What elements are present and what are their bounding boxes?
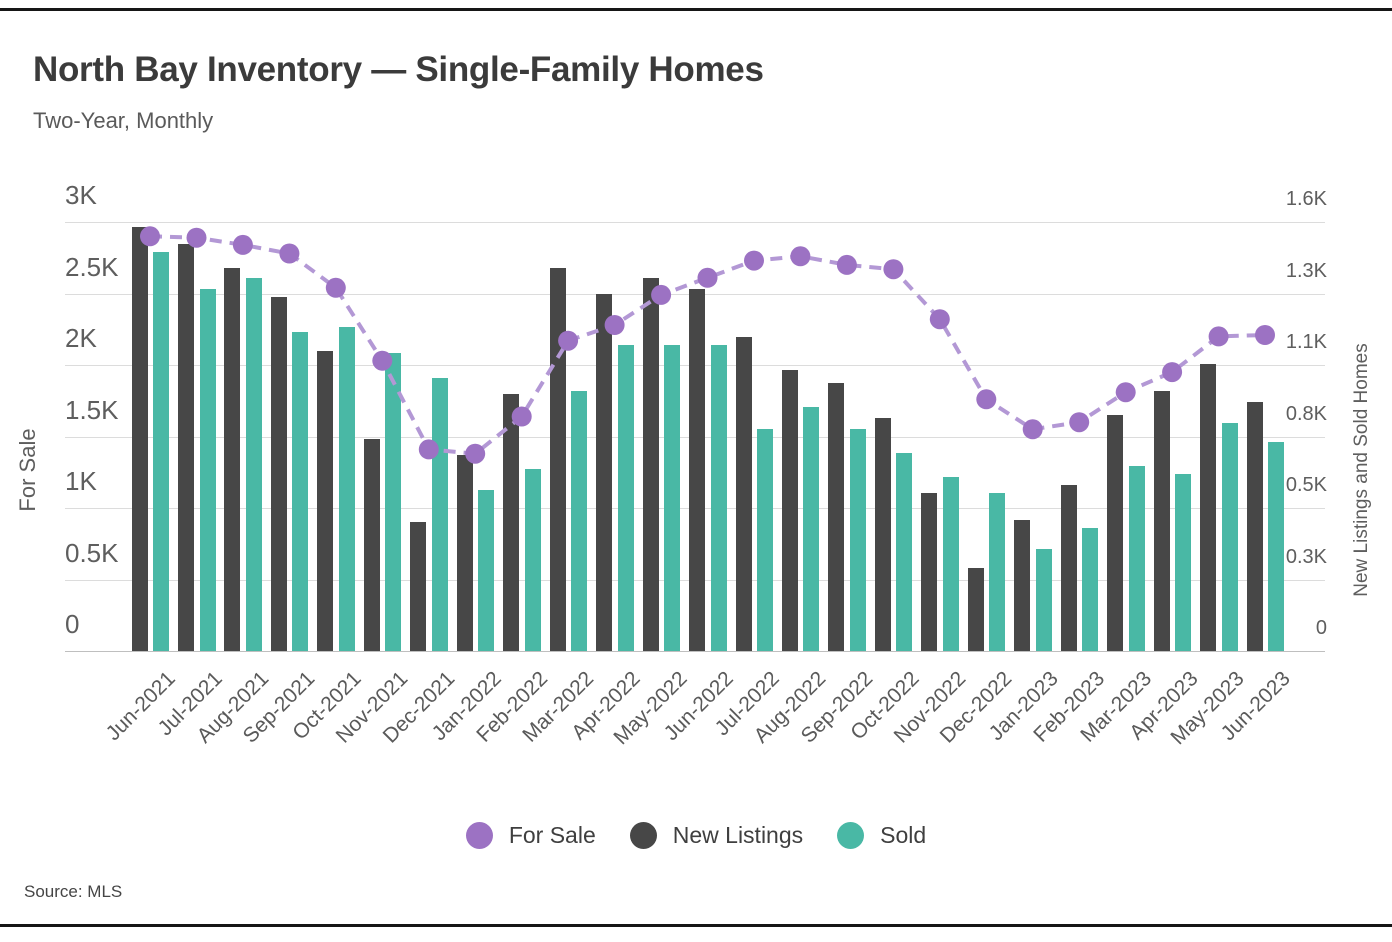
y-axis-right-tick-label: 1.1K	[1285, 331, 1327, 353]
y-axis-right-tick-label: 0	[1315, 617, 1327, 639]
bar-new-listings	[549, 267, 566, 651]
bar-new-listings	[1107, 415, 1124, 651]
legend-swatch-icon	[837, 821, 865, 849]
bar-new-listings	[317, 350, 334, 651]
bar-sold	[1221, 423, 1238, 651]
chart-subtitle: Two-Year, Monthly	[33, 108, 214, 133]
bar-new-listings	[1014, 519, 1031, 651]
y-axis-left-tick-label: 1.5K	[65, 394, 119, 425]
bar-new-listings	[921, 492, 938, 651]
for-sale-point	[232, 234, 253, 255]
bar-new-listings	[1200, 364, 1217, 651]
bar-sold	[385, 353, 402, 651]
y-axis-left-tick-label: 0.5K	[65, 537, 119, 568]
bar-new-listings	[270, 297, 287, 651]
for-sale-point	[929, 309, 950, 330]
for-sale-point	[790, 246, 811, 267]
bar-new-listings	[363, 439, 380, 651]
legend-item: For Sale	[465, 821, 596, 849]
bar-sold	[478, 490, 495, 651]
bar-new-listings	[456, 455, 473, 651]
bar-sold	[989, 492, 1006, 651]
legend-item: Sold	[837, 821, 927, 849]
for-sale-point	[976, 389, 997, 410]
legend-swatch-icon	[629, 821, 657, 849]
bar-sold	[896, 452, 913, 651]
bar-new-listings	[503, 393, 520, 651]
bar-new-listings	[735, 337, 752, 651]
bar-sold	[710, 345, 727, 651]
y-axis-right-tick-label: 0.5K	[1285, 474, 1327, 496]
bar-sold	[524, 468, 541, 651]
chart-title: North Bay Inventory — Single-Family Home…	[33, 50, 764, 89]
legend-swatch-icon	[465, 821, 493, 849]
bar-new-listings	[967, 567, 984, 651]
bar-sold	[757, 428, 773, 651]
legend: For Sale New Listings Sold	[0, 813, 1392, 857]
bar-sold	[153, 251, 169, 651]
y-axis-left-tick-label: 1K	[65, 466, 97, 496]
y-axis-left-tick-label: 2.5K	[65, 251, 119, 282]
for-sale-point	[1115, 382, 1136, 403]
y-axis-right-tick-label: 0.3K	[1285, 545, 1327, 568]
bottom-rule	[0, 924, 1392, 927]
bar-sold	[338, 326, 355, 651]
bar-new-listings	[642, 278, 659, 651]
bar-sold	[1175, 474, 1192, 651]
gridline	[65, 222, 1325, 223]
bar-new-listings	[874, 417, 891, 651]
top-rule	[0, 8, 1392, 11]
bar-sold	[431, 377, 448, 651]
bar-sold	[245, 278, 262, 651]
for-sale-point	[883, 259, 904, 280]
bar-new-listings	[689, 289, 705, 651]
for-sale-point	[1069, 412, 1090, 433]
legend-item: New Listings	[629, 821, 804, 849]
for-sale-point	[325, 277, 346, 298]
source-note: Source: MLS	[24, 882, 123, 901]
legend-label: Sold	[880, 821, 927, 848]
for-sale-point	[1208, 326, 1229, 347]
bar-sold	[1128, 466, 1145, 651]
for-sale-point	[279, 243, 300, 264]
y-axis-right-tick-label: 1.3K	[1285, 259, 1327, 282]
legend-label: For Sale	[508, 821, 596, 848]
bar-new-listings	[178, 243, 194, 651]
bar-sold	[617, 345, 634, 651]
for-sale-point	[1255, 325, 1275, 345]
bar-sold	[942, 476, 959, 651]
bar-sold	[199, 289, 216, 651]
for-sale-point	[744, 250, 764, 271]
bar-new-listings	[596, 294, 613, 651]
right-axis-title: New Listings and Sold Homes	[1351, 343, 1372, 597]
bar-sold	[571, 390, 588, 651]
bar-sold	[292, 331, 309, 651]
y-axis-right-tick-label: 0.8K	[1285, 402, 1327, 425]
bar-sold	[664, 345, 681, 651]
x-axis-baseline	[65, 651, 1325, 652]
bar-sold	[1082, 527, 1099, 651]
bar-new-listings	[1246, 401, 1263, 651]
bar-sold	[803, 407, 820, 651]
bar-sold	[849, 428, 866, 651]
bar-new-listings	[1153, 390, 1170, 651]
for-sale-point	[836, 254, 857, 275]
bar-new-listings	[410, 522, 427, 651]
legend-label: New Listings	[672, 821, 804, 848]
bar-new-listings	[224, 267, 241, 651]
bar-sold	[1268, 441, 1284, 651]
y-axis-right-tick-label: 1.6K	[1285, 188, 1327, 210]
y-axis-left-tick-label: 3K	[65, 180, 97, 210]
bar-sold	[1035, 549, 1052, 651]
bar-new-listings	[781, 369, 798, 651]
for-sale-point	[697, 267, 718, 288]
bar-new-listings	[131, 227, 148, 651]
y-axis-left-tick-label: 2K	[65, 323, 97, 353]
bar-new-listings	[828, 382, 845, 651]
y-axis-left-tick-label: 0	[65, 609, 80, 639]
bar-new-listings	[1060, 484, 1077, 651]
left-axis-title: For Sale	[15, 428, 40, 512]
